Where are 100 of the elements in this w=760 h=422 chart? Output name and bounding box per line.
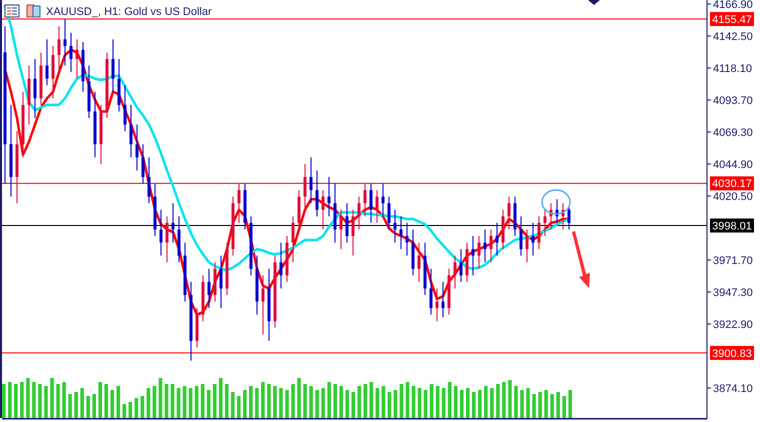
bar bbox=[568, 390, 572, 418]
bar bbox=[255, 388, 259, 418]
candlestick bbox=[418, 242, 420, 282]
candlestick bbox=[370, 183, 372, 224]
candlestick bbox=[484, 228, 486, 263]
candlestick bbox=[526, 228, 528, 263]
bar bbox=[291, 384, 295, 418]
candlestick bbox=[460, 248, 462, 282]
bar bbox=[418, 388, 422, 418]
ref-line-label: 3998.01 bbox=[712, 220, 752, 232]
bar bbox=[230, 392, 235, 418]
bar bbox=[370, 382, 374, 418]
bar bbox=[303, 384, 307, 418]
y-tick-label: 3874.10 bbox=[713, 382, 753, 395]
bar bbox=[116, 386, 120, 418]
bar bbox=[267, 384, 271, 418]
bar bbox=[86, 396, 90, 418]
bar bbox=[430, 384, 434, 418]
bar bbox=[188, 388, 192, 418]
candlestick bbox=[160, 209, 162, 256]
candlestick bbox=[70, 32, 72, 73]
bar bbox=[236, 396, 241, 418]
bar bbox=[478, 390, 482, 418]
candlestick bbox=[316, 170, 318, 217]
bar bbox=[502, 382, 506, 418]
bar bbox=[110, 390, 114, 418]
bar bbox=[206, 390, 210, 418]
bar bbox=[484, 386, 488, 418]
candlestick bbox=[442, 281, 444, 318]
bar bbox=[249, 386, 253, 418]
bar bbox=[333, 384, 338, 418]
bar bbox=[544, 390, 548, 418]
candlestick bbox=[538, 216, 540, 250]
bar bbox=[68, 394, 72, 418]
bar bbox=[466, 388, 470, 418]
bar bbox=[273, 386, 277, 418]
candlestick bbox=[472, 236, 474, 276]
bar bbox=[520, 390, 524, 418]
bar bbox=[382, 386, 386, 418]
candlestick bbox=[34, 58, 36, 119]
y-tick-label: 3922.90 bbox=[713, 318, 753, 331]
bar bbox=[44, 386, 48, 418]
bar bbox=[2, 384, 6, 418]
bar bbox=[261, 382, 265, 418]
bar bbox=[56, 384, 60, 418]
bar bbox=[92, 394, 96, 418]
bar bbox=[170, 384, 174, 418]
bar bbox=[243, 390, 247, 418]
candlestick bbox=[322, 190, 324, 230]
bar bbox=[394, 390, 398, 418]
bar bbox=[339, 386, 344, 418]
bar bbox=[550, 394, 554, 418]
candlestick bbox=[124, 84, 126, 132]
candlestick bbox=[352, 209, 354, 256]
bar bbox=[182, 386, 186, 418]
bar bbox=[315, 390, 319, 418]
candlestick bbox=[280, 242, 282, 289]
candlestick bbox=[340, 209, 342, 250]
bar bbox=[436, 386, 440, 418]
candlestick bbox=[64, 19, 66, 66]
ref-line-label: 3900.83 bbox=[712, 348, 752, 360]
bar bbox=[26, 378, 30, 418]
candlestick bbox=[76, 38, 78, 80]
candlestick bbox=[172, 202, 174, 244]
y-tick-label: 3971.70 bbox=[713, 254, 753, 267]
bar bbox=[200, 384, 204, 418]
candlestick bbox=[394, 209, 396, 244]
bar bbox=[98, 382, 102, 418]
bar bbox=[297, 378, 301, 418]
candlestick bbox=[130, 104, 132, 158]
bar bbox=[357, 386, 362, 418]
y-tick-label: 4044.90 bbox=[713, 158, 753, 171]
candlestick bbox=[262, 274, 264, 335]
candlestick bbox=[136, 124, 138, 171]
bar bbox=[74, 392, 78, 418]
bar bbox=[8, 382, 12, 418]
bar bbox=[496, 384, 500, 418]
bar bbox=[285, 390, 289, 418]
y-tick-label: 4142.50 bbox=[713, 30, 753, 43]
candlestick bbox=[346, 202, 348, 244]
candlestick bbox=[376, 190, 378, 224]
candlestick bbox=[208, 268, 210, 309]
bar bbox=[454, 386, 458, 418]
bar bbox=[562, 396, 566, 418]
y-tick-label: 4166.90 bbox=[713, 0, 753, 11]
candlestick bbox=[490, 228, 492, 263]
candlestick bbox=[508, 196, 510, 230]
bar bbox=[309, 386, 313, 418]
bar bbox=[14, 384, 18, 418]
bar bbox=[376, 388, 380, 418]
bar bbox=[32, 382, 36, 418]
bar bbox=[327, 382, 331, 418]
bar bbox=[345, 390, 350, 418]
candlestick bbox=[436, 288, 438, 322]
bar bbox=[279, 388, 283, 418]
candlestick bbox=[304, 163, 306, 210]
candlestick bbox=[46, 38, 48, 86]
bar bbox=[364, 384, 368, 418]
y-tick-label: 3947.30 bbox=[713, 286, 753, 299]
candlestick bbox=[142, 144, 144, 184]
